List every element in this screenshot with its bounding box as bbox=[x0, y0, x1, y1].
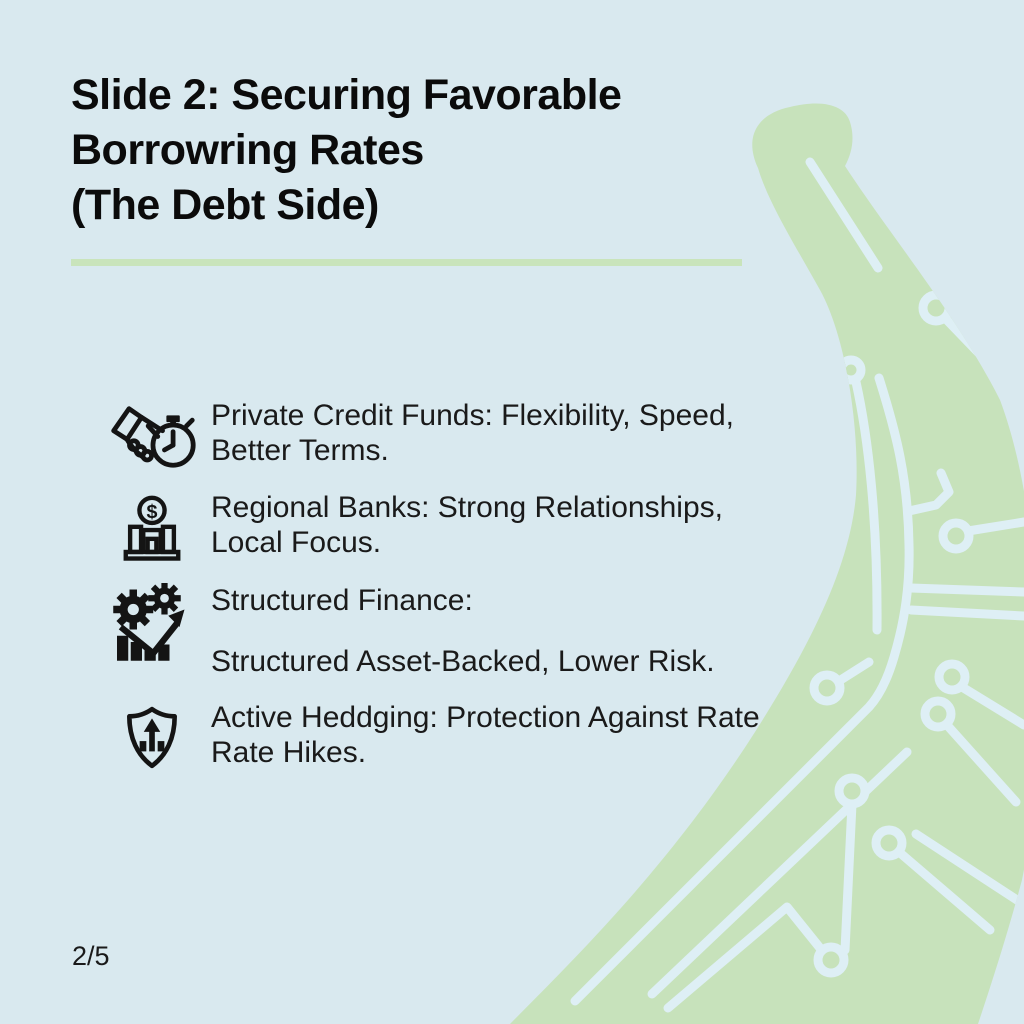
title-line: Slide 2: Securing Favorable bbox=[71, 71, 622, 119]
item-text-line: Structured Asset-Backed, Lower Risk. bbox=[211, 645, 715, 678]
title-line: Borrowring Rates bbox=[71, 126, 424, 174]
item-text-line: Active Heddging: Protection Against Rate bbox=[211, 701, 760, 734]
shield-up-arrow-icon bbox=[102, 700, 202, 772]
item-text-line: Regional Banks: Strong Relationships, bbox=[211, 491, 723, 524]
list-item: Structured Finance: Structured Asset-Bac… bbox=[102, 583, 822, 679]
list-item: Active Heddging: Protection Against Rate… bbox=[102, 700, 822, 772]
title-underline-accent bbox=[71, 259, 742, 266]
item-text-line: Structured Finance: bbox=[211, 584, 473, 617]
bank-dollar-icon: $ bbox=[102, 490, 202, 564]
item-text-line: Better Terms. bbox=[211, 434, 389, 467]
list-item: $ Regional Banks: Strong Relationships, … bbox=[102, 490, 822, 564]
item-text-line: Rate Hikes. bbox=[211, 736, 367, 769]
item-text-line: Local Focus. bbox=[211, 526, 382, 559]
dollar-symbol: $ bbox=[147, 501, 158, 523]
banana-shape bbox=[510, 103, 1024, 1024]
page-indicator: 2/5 bbox=[72, 941, 110, 971]
item-text-line: Private Credit Funds: Flexibility, Speed… bbox=[211, 399, 734, 432]
list-item: Private Credit Funds: Flexibility, Speed… bbox=[102, 398, 822, 473]
gears-growth-chart-icon bbox=[102, 583, 202, 666]
handshake-stopwatch-icon bbox=[102, 398, 202, 473]
slide-title: Slide 2: Securing Favorable Borrowring R… bbox=[71, 68, 622, 233]
title-line: (The Debt Side) bbox=[71, 181, 379, 229]
